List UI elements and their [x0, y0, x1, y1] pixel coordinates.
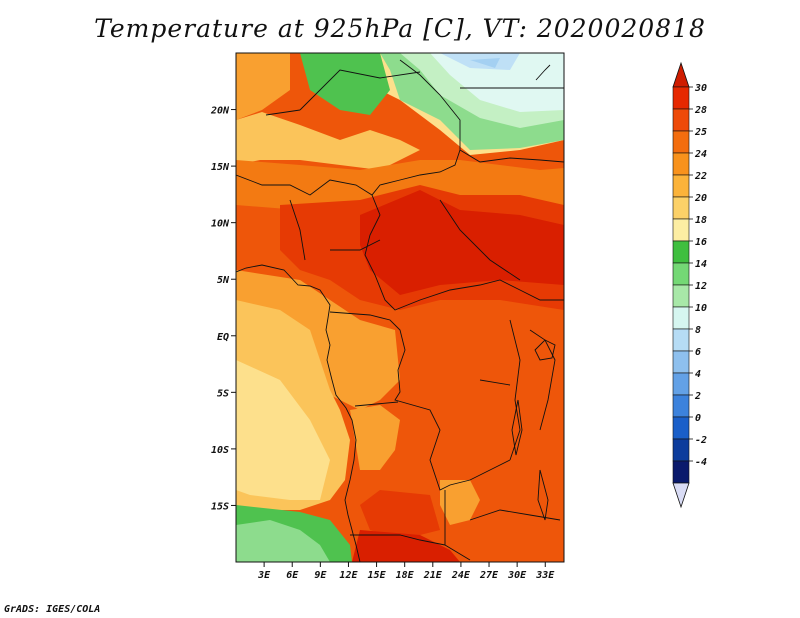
temperature-region: [430, 53, 564, 112]
lon-tick-label: 33E: [535, 570, 555, 581]
lon-tick-label: 3E: [257, 570, 271, 581]
lat-tick-label: 5N: [217, 275, 230, 286]
colorbar-label: 8: [695, 325, 701, 336]
border-line: [509, 319, 521, 461]
colorbar-label: 20: [694, 193, 707, 204]
border-line: [444, 490, 471, 561]
lon-tick-label: 15E: [368, 570, 387, 581]
colorbar-label: 10: [695, 303, 707, 314]
temperature-region: [350, 405, 400, 470]
colorbar-label: 28: [694, 105, 707, 116]
colorbar-swatch: [672, 438, 690, 462]
lake: [537, 469, 549, 521]
lat-tick-label: 15S: [211, 501, 229, 512]
colorbar-swatch: [672, 152, 690, 176]
colorbar-swatch: [672, 284, 690, 308]
lon-tick-label: 6E: [286, 570, 299, 581]
lat-tick-label: EQ: [217, 332, 229, 343]
colorbar-swatch: [672, 174, 690, 198]
country-borders: [236, 59, 564, 562]
colorbar-label: -2: [695, 435, 707, 446]
border-line: [459, 149, 564, 163]
border-line: [479, 379, 511, 386]
colorbar-swatch: [672, 372, 690, 396]
temperature-region: [236, 270, 400, 410]
colorbar-swatch: [672, 328, 690, 352]
colorbar-swatch: [672, 262, 690, 286]
colorbar-label: 22: [694, 171, 707, 182]
temperature-region: [352, 530, 460, 562]
border-line: [354, 401, 399, 407]
longitude-axis: 3E 6E 9E 12E 15E 18E 21E 24E 27E 30E 33E: [257, 562, 555, 581]
border-line: [329, 311, 511, 491]
border-line: [299, 69, 421, 111]
temperature-region: [236, 112, 420, 170]
lon-tick-label: 9E: [314, 570, 327, 581]
colorbar-label: 25: [694, 127, 707, 138]
border-line: [236, 59, 461, 196]
colorbar-label: 16: [695, 237, 707, 248]
lon-tick-label: 21E: [423, 570, 443, 581]
colorbar-label: 2: [694, 391, 701, 402]
lake: [511, 399, 523, 456]
temperature-region: [360, 190, 564, 295]
colorbar-swatch: [672, 196, 690, 220]
border-line: [265, 109, 301, 116]
border-line: [439, 199, 521, 281]
temperature-region: [470, 58, 500, 68]
temperature-region: [236, 520, 330, 562]
border-line: [350, 534, 446, 546]
border-line: [330, 239, 381, 251]
colorbar-swatch: [672, 86, 690, 110]
colorbar-swatch: [672, 460, 690, 484]
colorbar-label: 14: [695, 259, 707, 270]
coastline: [535, 64, 551, 81]
colorbar-label: 4: [695, 369, 701, 380]
border-line: [529, 329, 556, 431]
grads-credit: GrADS: IGES/COLA: [4, 604, 101, 615]
colorbar-swatch: [672, 394, 690, 418]
lon-tick-label: 24E: [451, 570, 471, 581]
border-line: [364, 194, 564, 311]
colorbar-label: 18: [695, 215, 707, 226]
colorbar-swatch: [672, 350, 690, 374]
lat-tick-label: 15N: [211, 162, 230, 173]
temperature-region: [236, 360, 330, 500]
temperature-region: [236, 53, 290, 120]
lon-tick-label: 30E: [507, 570, 527, 581]
lake: [534, 339, 556, 361]
temperature-region: [360, 490, 440, 540]
lon-tick-label: 27E: [479, 570, 499, 581]
colorbar-bottom-arrow: [672, 482, 690, 509]
plot-frame: [235, 52, 565, 563]
colorbar-label: 24: [694, 149, 707, 160]
temperature-field: [236, 53, 564, 562]
colorbar-swatch: [672, 306, 690, 330]
colorbar-top-arrow: [672, 61, 690, 88]
colorbar-swatch: [672, 130, 690, 154]
colorbar-swatch: [672, 108, 690, 132]
colorbar-swatch: [672, 218, 690, 242]
map-title: Temperature at 925hPa [C], VT: 202002081…: [94, 14, 706, 43]
lat-tick-label: 20N: [210, 106, 230, 117]
lat-tick-label: 5S: [217, 388, 229, 399]
latitude-axis: 20N 15N 10N 5N EQ 5S 10S 15S: [210, 106, 236, 512]
colorbar-swatch: [672, 240, 690, 264]
colorbar-label: -4: [695, 457, 707, 468]
temperature-region: [440, 480, 480, 525]
border-line: [289, 199, 306, 261]
lon-tick-label: 18E: [396, 570, 415, 581]
colorbar-label: 12: [695, 281, 707, 292]
colorbar-label: 30: [694, 83, 707, 94]
lat-tick-label: 10N: [211, 219, 230, 230]
colorbar-swatch: [672, 416, 690, 440]
temperature-region: [300, 53, 390, 115]
colorbar-label: 6: [695, 347, 701, 358]
colorbar-label: 0: [695, 413, 701, 424]
coastline: [236, 264, 361, 562]
lat-tick-label: 10S: [211, 445, 229, 456]
lon-tick-label: 12E: [339, 570, 358, 581]
